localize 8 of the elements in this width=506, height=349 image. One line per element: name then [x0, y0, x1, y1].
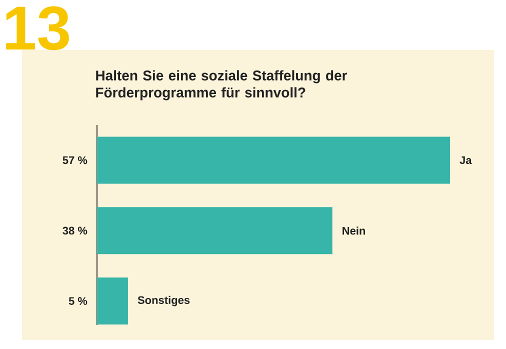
data-label: 57 % — [62, 156, 88, 164]
data-label: 5 % — [68, 297, 88, 305]
y-tick-label: Nein — [342, 226, 366, 235]
chart-title: Halten Sie eine soziale Staffelung der Förderprogramme für sinnvoll? — [96, 70, 348, 100]
y-tick-label: Ja — [460, 156, 472, 164]
y-tick-label: Sonstiges — [138, 296, 190, 306]
text: 13 — [6, 6, 69, 50]
data-label: 38 % — [62, 226, 88, 235]
